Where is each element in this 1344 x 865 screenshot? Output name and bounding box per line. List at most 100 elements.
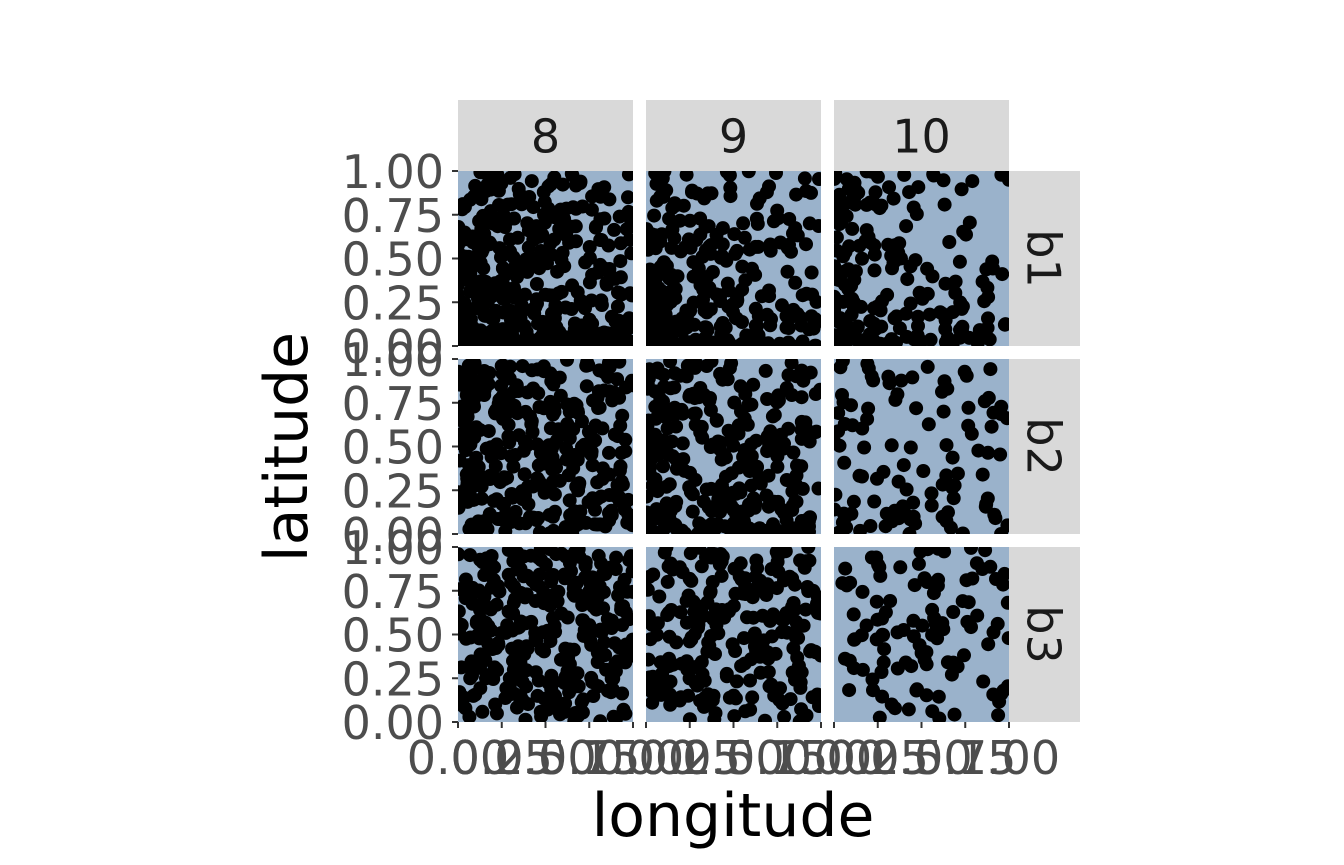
data-point [700, 338, 715, 346]
data-point [518, 712, 533, 722]
data-point [704, 629, 719, 643]
data-point [490, 579, 505, 593]
x-tick-label: 1.00 [958, 731, 1060, 785]
data-point [911, 556, 926, 571]
data-point [683, 465, 697, 480]
data-point [679, 171, 694, 182]
data-point [872, 710, 887, 722]
data-point [610, 299, 625, 314]
data-point [647, 208, 662, 223]
data-point [965, 174, 980, 189]
data-point [655, 400, 670, 414]
data-point [844, 278, 859, 293]
data-point [760, 645, 775, 660]
points-group [646, 359, 821, 534]
data-point [919, 657, 934, 672]
data-point [601, 238, 616, 253]
data-point [753, 665, 768, 680]
data-point [554, 606, 569, 621]
data-point [935, 306, 950, 321]
data-point [506, 250, 521, 265]
data-point [753, 573, 768, 588]
data-point [482, 288, 497, 303]
data-point [882, 180, 896, 195]
data-point [458, 277, 465, 292]
data-point [622, 612, 633, 627]
data-point [462, 325, 477, 340]
data-point [812, 699, 821, 713]
data-point [492, 241, 507, 256]
data-point [909, 207, 924, 221]
x-tick-label: 1.00 [770, 731, 872, 785]
data-point [646, 453, 658, 468]
data-point [513, 561, 528, 576]
data-point [986, 405, 1001, 420]
data-point [997, 317, 1009, 332]
data-point [607, 222, 622, 237]
data-point [936, 404, 951, 419]
data-point [884, 697, 899, 712]
axes-layer: 0.000.250.500.751.000.000.250.500.751.00… [342, 145, 1061, 785]
data-point [948, 274, 963, 289]
data-point [855, 251, 869, 266]
data-point [867, 494, 882, 509]
x-tick-label: 0.00 [407, 731, 509, 785]
data-point [646, 652, 656, 667]
data-point [606, 671, 621, 686]
data-point [704, 481, 719, 496]
data-point [550, 264, 565, 279]
data-point [646, 674, 654, 689]
data-point [660, 298, 674, 313]
points-group [646, 171, 821, 346]
data-point [616, 702, 631, 717]
data-point [746, 377, 761, 392]
data-point [584, 293, 599, 308]
data-point [736, 216, 751, 231]
data-point [728, 311, 743, 325]
data-point [927, 611, 942, 625]
data-point [712, 442, 727, 456]
data-point [664, 240, 679, 255]
data-point [728, 246, 743, 261]
data-point [779, 381, 794, 395]
data-point [961, 400, 976, 415]
data-point [748, 318, 763, 333]
y-tick-label: 0.00 [342, 696, 444, 750]
data-point [531, 673, 546, 688]
data-point [593, 517, 608, 532]
data-point [544, 457, 559, 472]
data-point [463, 630, 478, 645]
data-point [695, 430, 710, 445]
data-point [494, 378, 509, 393]
data-point [624, 648, 633, 663]
data-point [887, 311, 902, 326]
data-point [845, 177, 860, 192]
data-point [863, 314, 878, 328]
data-point [740, 610, 754, 625]
data-point [686, 594, 701, 609]
data-point [687, 604, 702, 619]
data-point [722, 171, 737, 183]
data-point [540, 338, 555, 346]
data-point [561, 677, 576, 692]
data-point [861, 361, 876, 376]
data-point [557, 225, 572, 240]
data-point [878, 519, 893, 534]
data-point [947, 478, 962, 493]
data-point [874, 665, 889, 679]
data-point [682, 571, 697, 586]
points-group [834, 171, 1009, 346]
data-point [741, 171, 756, 179]
data-point [476, 261, 491, 276]
data-point [924, 498, 939, 513]
data-point [847, 632, 862, 647]
data-point [797, 171, 812, 186]
row-strip-label: b2 [1017, 417, 1071, 475]
data-point [859, 171, 874, 179]
data-point [997, 566, 1009, 581]
data-point [737, 631, 751, 646]
data-point [988, 511, 1003, 526]
data-point [790, 650, 805, 665]
data-point [615, 477, 630, 492]
data-point [688, 360, 702, 375]
